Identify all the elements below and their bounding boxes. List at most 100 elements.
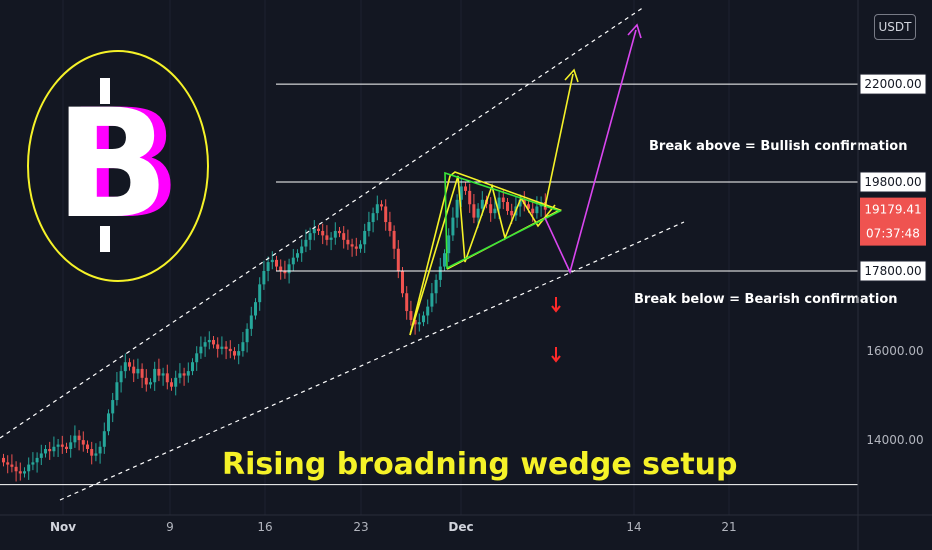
level-price-label: 22000.00 — [864, 77, 921, 91]
candle-body — [489, 204, 493, 214]
candle-body — [149, 382, 152, 385]
candle-body — [77, 435, 81, 441]
candle-body — [321, 230, 325, 236]
candle-body — [6, 462, 10, 465]
candle-body — [178, 373, 182, 378]
candle-body — [2, 457, 5, 463]
candle-body — [123, 362, 127, 372]
candle-body — [451, 217, 455, 236]
candle-body — [447, 235, 451, 254]
level-price-label: 17800.00 — [864, 264, 921, 278]
candle-body — [262, 271, 266, 285]
candle-body — [39, 453, 43, 458]
candle-body — [174, 377, 178, 387]
headline-annotation: Rising broadning wedge setup — [222, 447, 738, 482]
candle-body — [52, 446, 56, 452]
logo-bar — [100, 226, 110, 252]
candle-body — [510, 210, 514, 216]
level-price-box — [859, 73, 927, 95]
candle-body — [241, 342, 245, 352]
candle-body — [535, 206, 539, 214]
candle-body — [380, 204, 383, 207]
candle-body — [140, 368, 144, 378]
candle-body — [23, 471, 26, 474]
candle-body — [69, 442, 73, 449]
candle-body — [350, 244, 354, 247]
candle-body — [165, 373, 169, 383]
candle-body — [48, 449, 52, 452]
candle-body — [333, 230, 337, 238]
candle-body — [170, 382, 173, 387]
candle-body — [291, 257, 295, 265]
candle-body — [459, 186, 463, 200]
x-tick-label: Nov — [50, 520, 76, 534]
candle-body — [144, 377, 148, 385]
candle-body — [472, 204, 476, 218]
wedge-lower-line — [59, 221, 685, 501]
candle-body — [27, 464, 31, 472]
down-arrow-icon — [551, 355, 561, 363]
candle-body — [18, 471, 22, 474]
y-axis[interactable]: 14000.0016000.0019800.0022000.0019800.00… — [857, 0, 927, 550]
candle-body — [434, 279, 438, 294]
candle-body — [275, 259, 278, 267]
candle-body — [31, 462, 35, 465]
logo-bar — [100, 78, 110, 104]
x-tick-label: 21 — [721, 520, 736, 534]
candle-body — [212, 339, 215, 345]
candle-body — [455, 199, 459, 218]
candle-body — [413, 319, 417, 325]
candle-body — [86, 444, 89, 449]
x-tick-label: 16 — [257, 520, 272, 534]
candle-body — [443, 253, 446, 267]
candle-body — [375, 204, 379, 214]
currency-selector-button[interactable]: USDT — [874, 14, 916, 40]
candle-body — [249, 315, 253, 329]
candle-body — [98, 446, 102, 454]
grid-lines — [62, 0, 730, 515]
candle-body — [501, 197, 505, 203]
candle-body — [476, 208, 480, 218]
candle-body — [384, 206, 388, 223]
bullish-arrow-head — [564, 68, 579, 83]
candle-body — [94, 453, 98, 456]
candle-body — [270, 259, 274, 263]
candle-body — [220, 346, 224, 349]
candle-body — [363, 230, 367, 245]
candle-body — [237, 351, 241, 356]
break-above-annotation: Break above = Bullish confirmation — [649, 139, 908, 154]
candle-body — [300, 246, 304, 254]
candle-body — [506, 202, 509, 211]
candle-body — [233, 351, 236, 356]
candle-body — [359, 244, 362, 249]
candle-body — [480, 199, 484, 209]
candle-body — [367, 222, 371, 231]
candle-body — [422, 315, 425, 323]
candle-body — [102, 431, 106, 447]
current-price-box — [860, 197, 926, 246]
x-tick-label: 23 — [353, 520, 368, 534]
candle-body — [354, 246, 358, 249]
candle-body — [115, 382, 119, 401]
candle-body — [308, 233, 312, 240]
candle-body — [426, 306, 430, 316]
candle-body — [14, 466, 18, 472]
x-axis: Nov 9 16 23 Dec 14 21 — [0, 514, 932, 534]
candle-body — [493, 208, 497, 214]
alternate-path-head — [627, 23, 642, 39]
candle-body — [132, 366, 136, 374]
candle-body — [392, 230, 396, 249]
candle-body — [195, 353, 199, 363]
candle-body — [531, 208, 535, 214]
level-price-label: 19800.00 — [864, 175, 921, 189]
logo-glyph-shadow: B — [67, 78, 181, 252]
candle-body — [224, 346, 228, 349]
candle-body — [438, 266, 442, 280]
candle-body — [258, 284, 262, 303]
candle-body — [388, 222, 392, 231]
wedge-upper-line — [0, 6, 645, 439]
candle-body — [464, 186, 467, 191]
candle-body — [81, 440, 85, 445]
y-tick-label: 14000.00 — [866, 433, 923, 447]
